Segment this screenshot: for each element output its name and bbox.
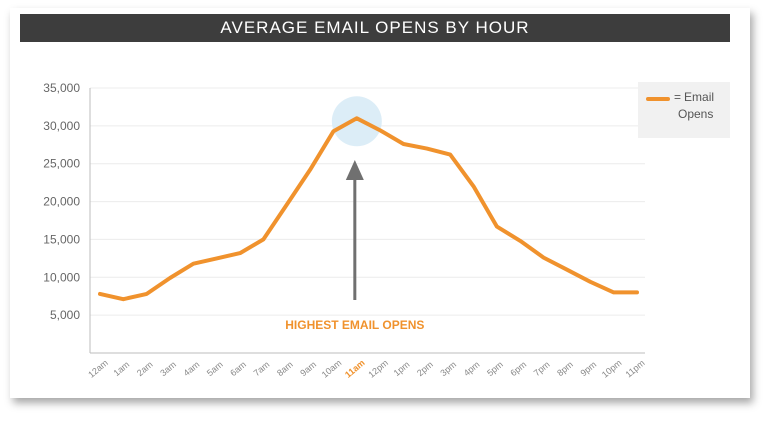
chart-title: AVERAGE EMAIL OPENS BY HOUR [220, 18, 530, 37]
x-tick-labels: 12am 1am 2am 3am 4am 5am 6am 7am 8am 9am 10am 11am 1… [86, 358, 646, 380]
x-tick-label-9pm: 9pm [578, 359, 598, 378]
legend-swatch [646, 97, 670, 101]
x-tick-label-5am: 5am [205, 359, 225, 378]
legend-equals: = [674, 90, 682, 104]
x-tick-label-6am: 6am [228, 359, 248, 378]
x-tick-label-10pm: 10pm [600, 358, 624, 380]
legend-line1: Email [684, 90, 715, 104]
axes [89, 88, 645, 354]
x-tick-label-3am: 3am [158, 359, 178, 378]
y-tick-label-20000: 20,000 [43, 195, 80, 209]
x-tick-label-8am: 8am [275, 359, 295, 378]
y-tick-label-30000: 30,000 [43, 119, 80, 133]
x-tick-label-6pm: 6pm [508, 359, 528, 378]
y-tick-label-10000: 10,000 [43, 270, 80, 284]
arrow-head [345, 160, 364, 180]
x-tick-label-2am: 2am [135, 359, 155, 378]
legend-line2: Opens [678, 107, 714, 121]
x-tick-label-11am: 11am [343, 358, 367, 380]
y-tick-label-5000: 5,000 [50, 308, 80, 322]
x-tick-label-5pm: 5pm [485, 359, 505, 378]
x-tick-label-4am: 4am [182, 359, 202, 378]
x-tick-label-7pm: 7pm [532, 359, 552, 378]
chart-title-bar: AVERAGE EMAIL OPENS BY HOUR [20, 14, 730, 42]
x-tick-label-10am: 10am [320, 358, 344, 380]
x-tick-label-8pm: 8pm [555, 359, 575, 378]
x-tick-label-3pm: 3pm [438, 359, 458, 378]
peak-arrow [345, 160, 364, 300]
peak-highlight-circle [331, 96, 382, 147]
x-tick-label-9am: 9am [298, 359, 318, 378]
legend-label: = Email Opens [674, 89, 726, 123]
x-tick-label-7am: 7am [252, 359, 272, 378]
y-tick-label-35000: 35,000 [43, 81, 80, 95]
y-tick-label-25000: 25,000 [43, 157, 80, 171]
x-tick-label-12am: 12am [86, 358, 110, 380]
x-tick-label-4pm: 4pm [462, 359, 482, 378]
x-tick-label-12pm: 12pm [366, 358, 390, 380]
legend: = Email Opens [638, 82, 730, 138]
x-tick-label-1am: 1am [111, 359, 131, 378]
annotation-highest-email-opens: HIGHEST EMAIL OPENS [285, 318, 424, 332]
x-tick-label-11pm: 11pm [623, 358, 646, 380]
series-line-email-opens [98, 116, 639, 302]
y-tick-labels: 5,000 10,000 15,000 20,000 25,000 30,000 35,00… [43, 81, 80, 322]
y-tick-label-15000: 15,000 [43, 232, 80, 246]
x-tick-label-1pm: 1pm [392, 359, 412, 378]
x-tick-label-2pm: 2pm [415, 359, 435, 378]
chart-card [10, 8, 750, 398]
